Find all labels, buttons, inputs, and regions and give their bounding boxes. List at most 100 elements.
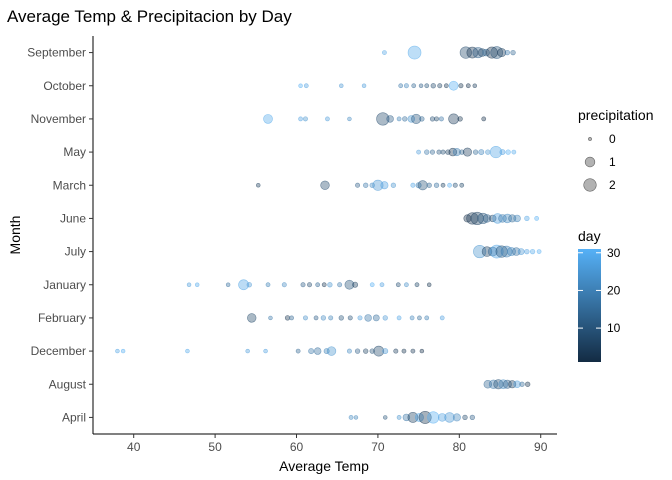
color-legend-title: day (578, 228, 601, 244)
data-point (489, 146, 503, 159)
data-point (470, 211, 484, 225)
data-point (298, 83, 303, 88)
data-point (499, 149, 506, 156)
data-point (497, 48, 507, 58)
x-tick-label: 60 (290, 440, 304, 454)
data-point (323, 348, 330, 355)
data-point (320, 315, 327, 321)
data-point (416, 149, 421, 155)
data-point (482, 214, 492, 223)
data-point (372, 314, 380, 322)
data-point (459, 149, 465, 155)
y-tick-label: December (31, 344, 86, 358)
data-point (355, 182, 361, 188)
data-point (361, 83, 367, 88)
x-tick-label: 40 (127, 440, 141, 454)
data-point (390, 182, 397, 188)
data-point (490, 46, 504, 59)
data-point (473, 245, 487, 259)
data-point (382, 348, 389, 355)
data-point (369, 282, 375, 288)
data-point (403, 83, 409, 89)
data-point (382, 50, 387, 55)
data-point (369, 348, 375, 354)
color-legend-tick-label: 30 (607, 246, 621, 260)
data-point (308, 348, 315, 355)
data-point (424, 315, 430, 321)
data-point (337, 282, 343, 288)
x-tick-label: 90 (534, 440, 548, 454)
data-point (443, 83, 449, 89)
data-point (469, 414, 475, 421)
size-legend-keys: 0 1 2 (583, 132, 616, 192)
data-point (409, 315, 415, 321)
data-point (472, 149, 479, 155)
data-point (517, 248, 525, 255)
data-point (437, 83, 443, 89)
chart-title: Average Temp & Precipitacion by Day (7, 7, 292, 26)
x-tick-label: 70 (371, 440, 385, 454)
data-point (452, 182, 458, 188)
data-point (268, 315, 273, 321)
data-point (411, 113, 422, 124)
data-point (417, 180, 428, 191)
data-point (429, 149, 436, 155)
size-legend-label: 0 (609, 132, 616, 146)
data-point (433, 182, 440, 188)
data-point (115, 348, 120, 354)
data-point (357, 315, 363, 321)
data-point (414, 412, 424, 422)
data-point (320, 180, 330, 190)
data-point (263, 348, 268, 354)
data-point (448, 80, 459, 91)
data-point (426, 182, 432, 188)
data-point (436, 149, 442, 155)
data-point (348, 415, 354, 420)
data-point (429, 116, 436, 122)
data-point (524, 215, 530, 222)
data-point (302, 315, 308, 321)
data-point (485, 149, 491, 155)
data-point (313, 315, 319, 321)
data-point (513, 380, 521, 388)
data-point (325, 116, 330, 122)
data-point (529, 248, 536, 255)
data-point (466, 46, 479, 59)
data-point (525, 381, 531, 387)
data-point (407, 412, 419, 423)
data-point (300, 282, 306, 288)
data-point (401, 348, 407, 354)
data-point (410, 348, 416, 354)
data-point (338, 315, 344, 321)
data-point (246, 282, 252, 288)
data-point (427, 411, 440, 424)
data-point (534, 216, 540, 221)
data-point (481, 116, 487, 122)
data-point (483, 380, 493, 389)
data-point (373, 345, 385, 357)
data-point (404, 282, 409, 288)
data-point (396, 116, 402, 122)
data-point (407, 45, 422, 60)
data-point (256, 183, 261, 188)
data-point (417, 315, 422, 321)
x-tick-label: 80 (453, 440, 467, 454)
data-point (263, 114, 273, 124)
data-point (396, 415, 402, 420)
data-point (511, 149, 517, 155)
data-point (298, 116, 303, 122)
data-point (439, 315, 445, 321)
data-point (418, 83, 424, 88)
data-point (504, 49, 510, 56)
data-point (386, 115, 394, 123)
data-point (462, 147, 472, 157)
data-point (411, 83, 417, 89)
data-point (462, 414, 468, 421)
data-point (519, 381, 525, 387)
data-point (353, 415, 359, 420)
data-point (321, 282, 327, 288)
data-point (457, 116, 463, 122)
data-point (364, 314, 372, 322)
data-point (513, 214, 521, 223)
data-point (502, 379, 512, 389)
